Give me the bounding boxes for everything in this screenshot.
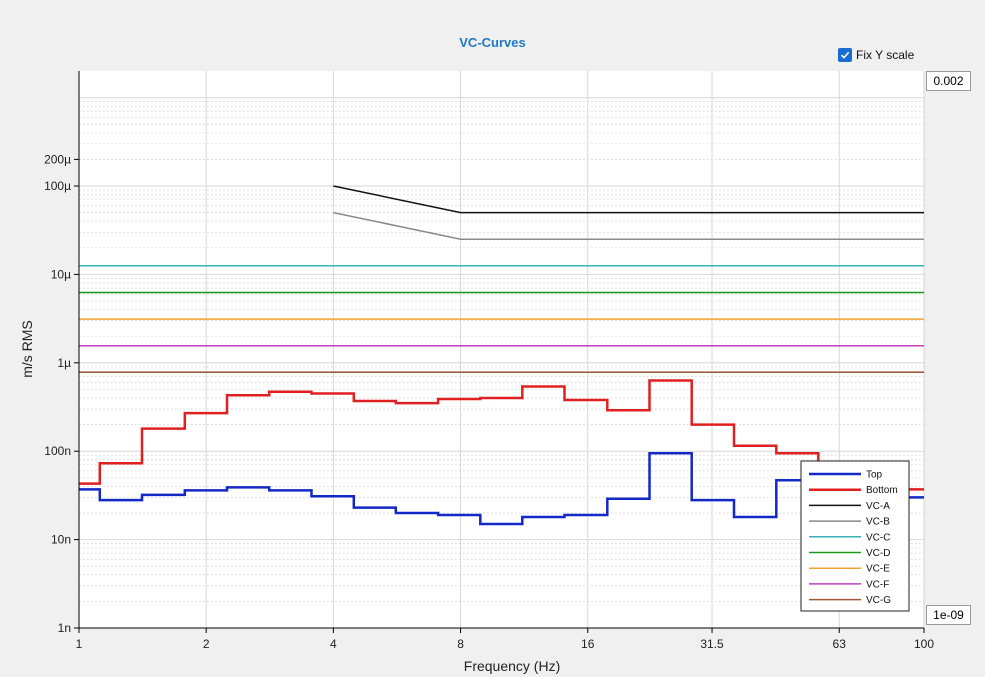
x-tick-label: 4 bbox=[330, 637, 337, 651]
y-tick-label: 1µ bbox=[57, 356, 71, 370]
fix-y-scale-checkbox[interactable]: Fix Y scale bbox=[838, 46, 914, 64]
series-line-bottom bbox=[79, 379, 924, 491]
x-tick-label: 63 bbox=[833, 637, 847, 651]
legend-label: Bottom bbox=[866, 485, 898, 496]
legend-label: VC-G bbox=[866, 595, 891, 606]
checkbox-checked-icon[interactable] bbox=[838, 48, 852, 62]
legend: Top Bottom VC-A VC-B VC-C VC-D VC-E VC-F VC-G bbox=[800, 460, 910, 612]
fix-y-scale-label: Fix Y scale bbox=[856, 48, 915, 62]
legend-label: VC-E bbox=[866, 564, 890, 575]
plot-area bbox=[79, 71, 924, 628]
series-line-vc-a bbox=[333, 185, 924, 214]
x-tick-label: 2 bbox=[203, 637, 210, 651]
legend-box bbox=[800, 460, 910, 612]
y-tick-label: 10µ bbox=[51, 267, 71, 281]
y-max-input[interactable] bbox=[926, 71, 971, 91]
x-tick-label: 31.5 bbox=[700, 637, 724, 651]
x-axis-label: Frequency (Hz) bbox=[464, 658, 560, 674]
y-tick-label: 1n bbox=[58, 621, 71, 635]
legend-label: VC-C bbox=[866, 532, 890, 543]
x-tick-label: 1 bbox=[76, 637, 83, 651]
grid bbox=[78, 71, 925, 628]
y-tick-label: 100µ bbox=[44, 179, 71, 193]
y-axis-label: m/s RMS bbox=[19, 320, 35, 378]
x-tick-label: 100 bbox=[914, 637, 934, 651]
series-line-vc-b bbox=[333, 211, 924, 240]
y-tick-label: 200µ bbox=[44, 152, 71, 166]
series-group bbox=[79, 185, 924, 526]
y-tick-label: 100n bbox=[44, 444, 71, 458]
x-tick-label: 8 bbox=[457, 637, 464, 651]
y-min-input[interactable] bbox=[926, 605, 971, 625]
x-tick-label: 16 bbox=[581, 637, 595, 651]
legend-label: VC-A bbox=[866, 501, 890, 512]
y-tick-label: 10n bbox=[51, 533, 71, 547]
legend-label: VC-B bbox=[866, 517, 890, 528]
legend-label: VC-F bbox=[866, 579, 889, 590]
legend-label: VC-D bbox=[866, 548, 890, 559]
series-line-top bbox=[79, 451, 924, 526]
legend-label: Top bbox=[866, 470, 883, 481]
ticks: 1 2 4 8 16 31.5 63 100 1n 10n 100n 1µ 10µ 100µ 200µ bbox=[44, 152, 934, 651]
chart-title: VC-Curves bbox=[459, 35, 526, 50]
